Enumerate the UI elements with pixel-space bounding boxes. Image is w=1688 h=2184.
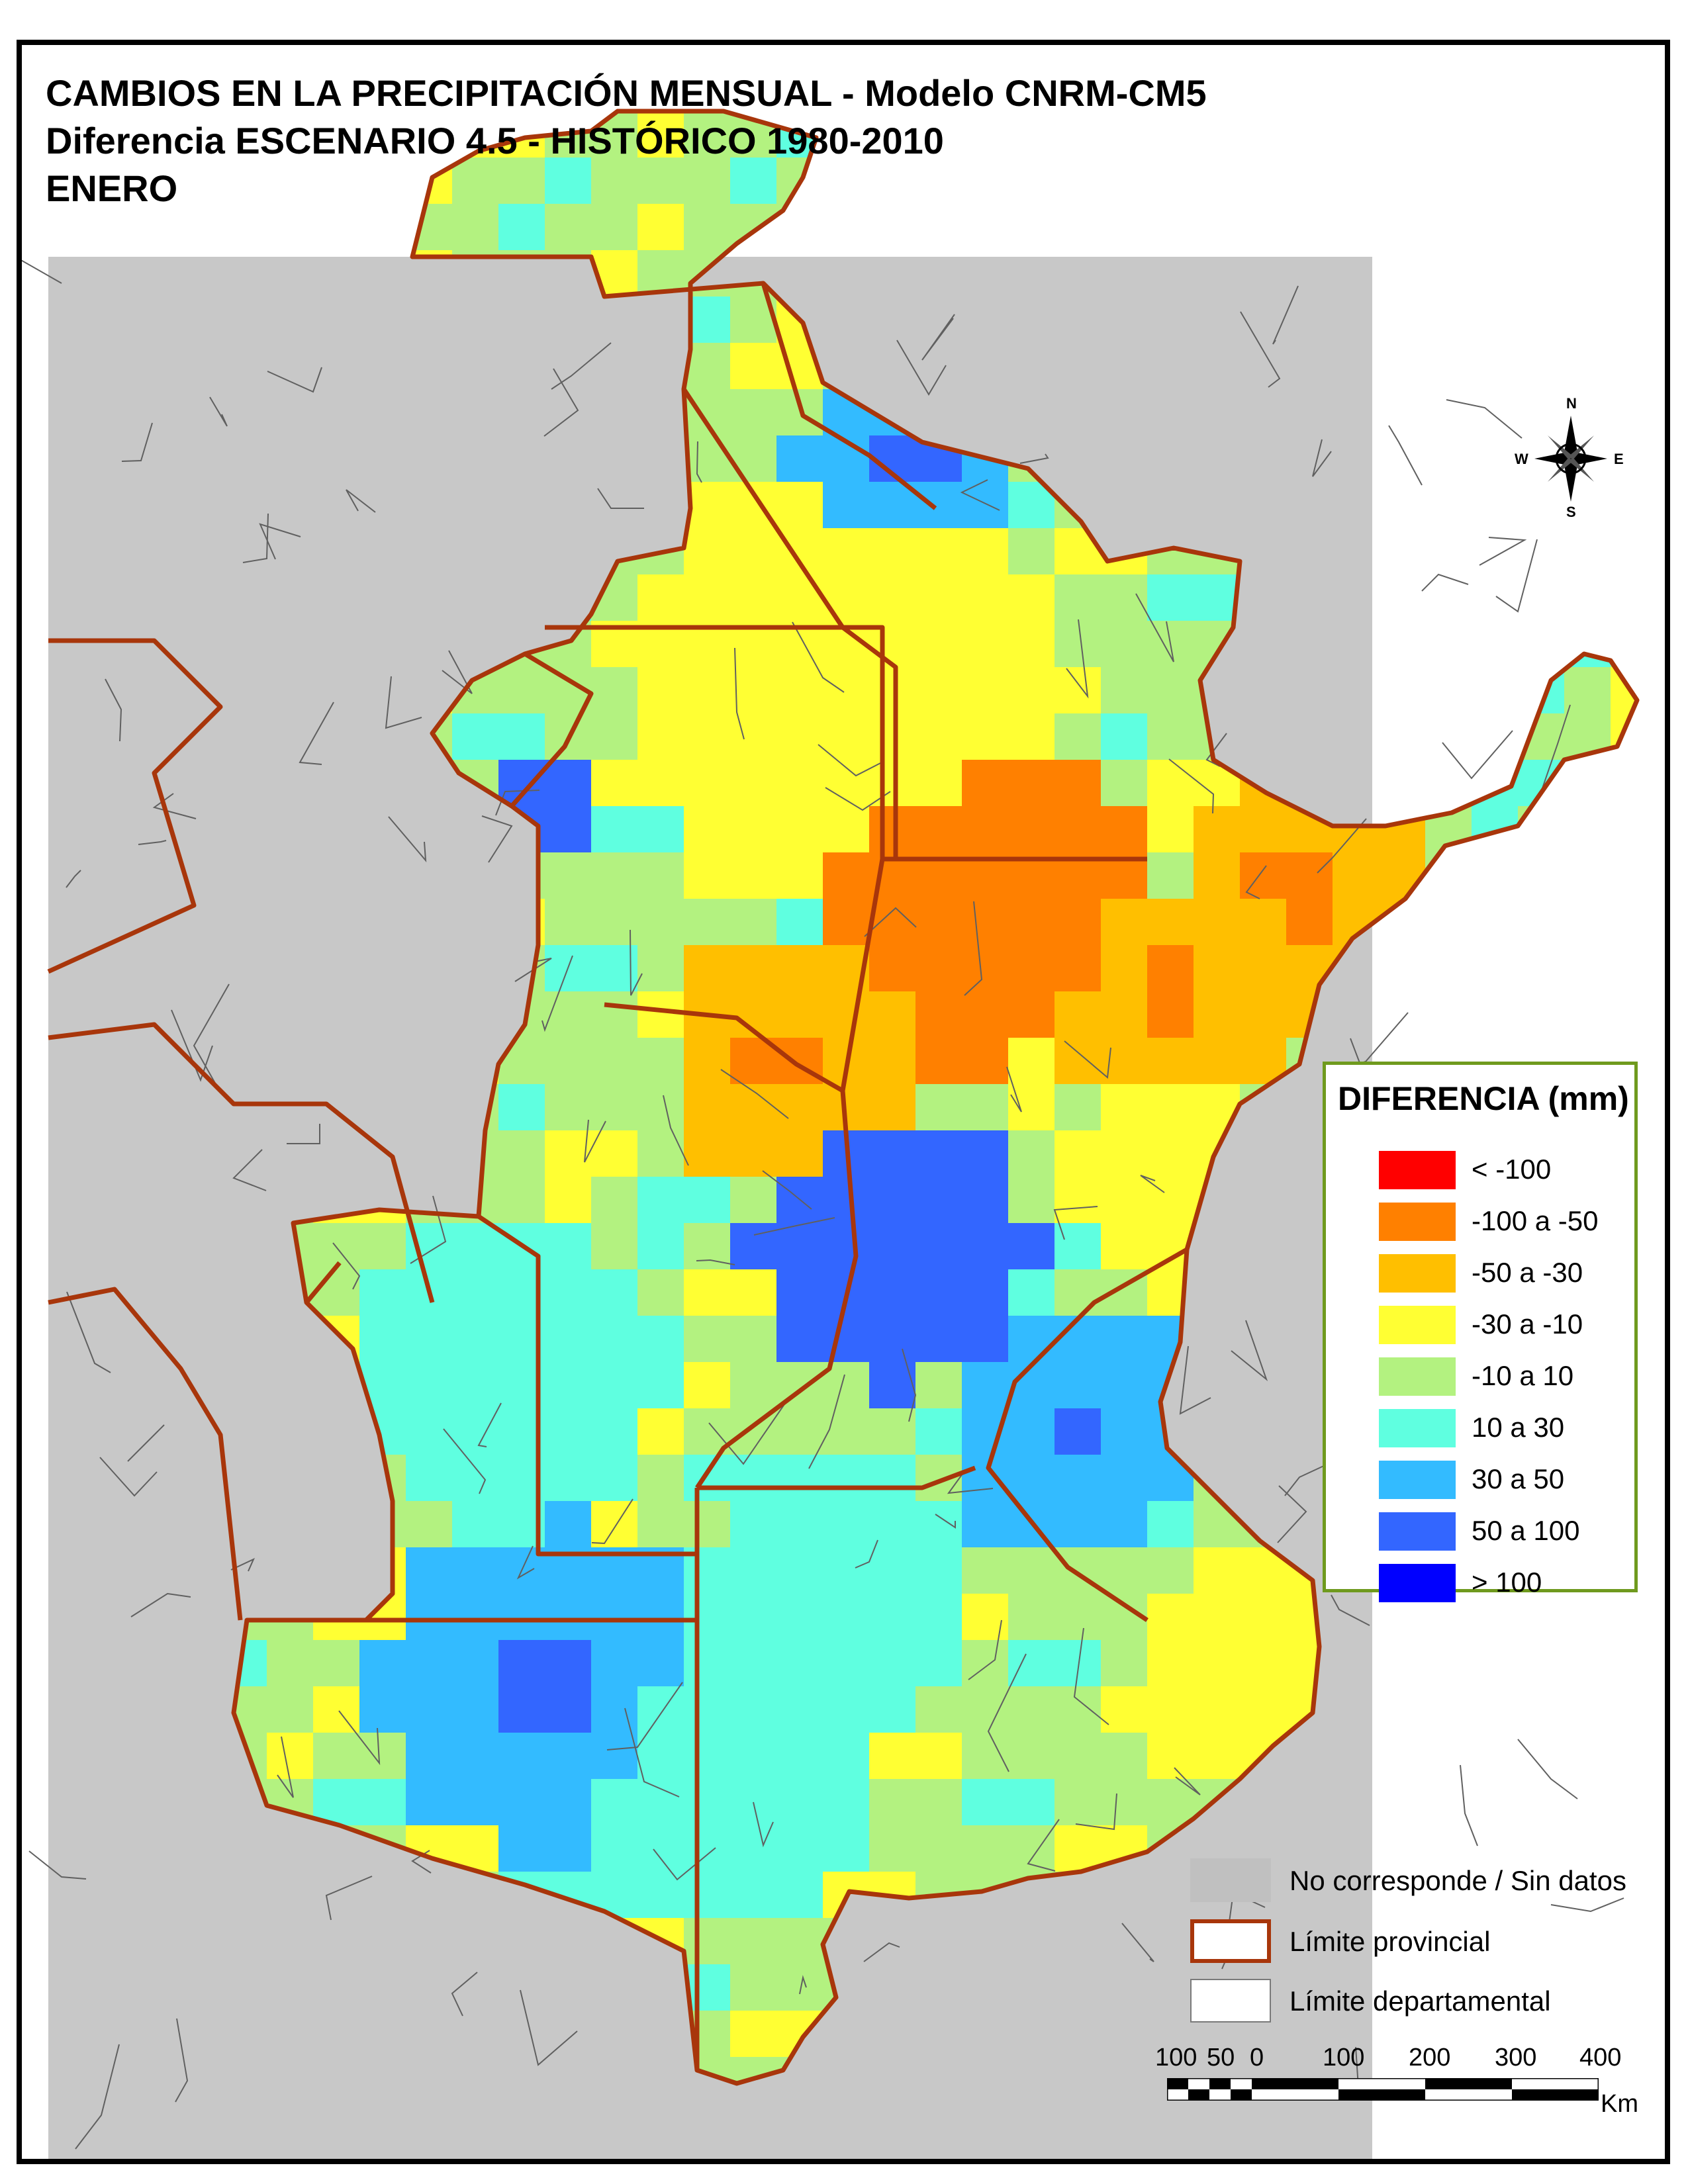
scale-tick-50: 50 xyxy=(1207,2044,1235,2071)
map-title-line2: Diferencia ESCENARIO 4.5 - HISTÓRICO 198… xyxy=(46,120,944,161)
scale-tick-0: 0 xyxy=(1250,2044,1264,2071)
no-data-swatch xyxy=(1190,1858,1271,1902)
legend-swatch xyxy=(1379,1461,1456,1499)
scale-unit: Km xyxy=(1601,2090,1638,2118)
scale-tick-400: 400 xyxy=(1579,2044,1622,2071)
legend-swatch xyxy=(1379,1254,1456,1293)
provincial-swatch xyxy=(1190,1919,1271,1963)
compass-e: E xyxy=(1614,451,1624,467)
legend-box: DIFERENCIA (mm) < -100 -100 a -50 -50 a -3… xyxy=(1323,1062,1638,1602)
legend-label: -30 a -10 xyxy=(1472,1308,1583,1340)
departmental-swatch xyxy=(1190,1979,1271,2023)
legend-label: > 100 xyxy=(1472,1567,1542,1598)
legend-label: 30 a 50 xyxy=(1472,1463,1565,1494)
map-frame: CAMBIOS EN LA PRECIPITACIÓN MENSUAL - Mo… xyxy=(17,40,1670,2164)
map-title-line1: CAMBIOS EN LA PRECIPITACIÓN MENSUAL - Mo… xyxy=(46,72,1207,114)
compass-n: N xyxy=(1566,395,1577,412)
compass-s: S xyxy=(1566,504,1576,520)
compass-icon xyxy=(1534,416,1607,502)
scale-bar-graphic xyxy=(1167,2078,1599,2101)
map-title-line3: ENERO xyxy=(46,167,178,209)
provincial-boundaries xyxy=(47,109,1640,2086)
legend-swatch xyxy=(1379,1203,1456,1241)
legend-swatch xyxy=(1379,1357,1456,1396)
no-data-label: No corresponde / Sin datos xyxy=(1289,1865,1626,1896)
scale-tick-100: 100 xyxy=(1323,2044,1365,2071)
legend-label: 10 a 30 xyxy=(1472,1412,1565,1443)
scale-tick-200: 200 xyxy=(1409,2044,1451,2071)
legend-swatch xyxy=(1379,1512,1456,1551)
legend-label: < -100 xyxy=(1472,1154,1552,1185)
legend-label: -100 a -50 xyxy=(1472,1205,1599,1236)
scale-tick-300: 300 xyxy=(1495,2044,1537,2071)
precipitation-map xyxy=(22,109,1640,2159)
compass-w: W xyxy=(1515,451,1528,467)
departmental-label: Límite departamental xyxy=(1289,1985,1551,2017)
legend-label: -50 a -30 xyxy=(1472,1257,1583,1288)
compass-rose: N S W E xyxy=(1515,395,1627,520)
legend-swatch xyxy=(1379,1306,1456,1344)
legend-title: DIFERENCIA (mm) xyxy=(1338,1080,1629,1117)
legend-label: 50 a 100 xyxy=(1472,1515,1580,1546)
legend-swatch xyxy=(1379,1409,1456,1447)
legend-label: -10 a 10 xyxy=(1472,1360,1574,1391)
legend-swatch xyxy=(1379,1564,1456,1602)
legend-swatch xyxy=(1379,1151,1456,1189)
provincial-label: Límite provincial xyxy=(1289,1926,1491,1957)
scale-tick-100-left: 100 xyxy=(1155,2044,1197,2071)
